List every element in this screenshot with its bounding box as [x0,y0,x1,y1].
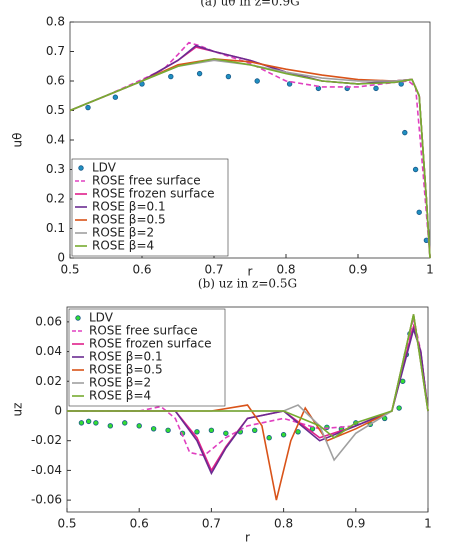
data-line [67,317,429,457]
y-tick-label: 0.5 [46,103,65,117]
x-tick-label: 0.5 [60,263,79,277]
data-point [196,70,203,77]
x-tick-label: 0.9 [346,517,365,531]
legend [68,308,226,407]
data-line [69,41,431,259]
legend-label: LDV [92,161,117,175]
data-point [286,81,293,87]
y-tick-label: 0.04 [35,344,62,358]
data-point [168,73,174,80]
data-point [266,435,272,441]
data-point [150,426,157,432]
x-tick-label: 1 [426,263,434,277]
x-tick-label: 0.6 [130,517,149,531]
legend-label: ROSE β=2 [89,376,151,390]
x-tick-label: 0.7 [204,263,223,277]
data-point [396,405,402,411]
x-tick-label: 0.8 [274,517,293,531]
y-tick-label: 0.6 [46,74,65,88]
data-point [107,423,114,429]
x-tick-label: 0.5 [57,517,76,531]
x-tick-label: 0.9 [348,263,367,277]
data-point [165,427,171,433]
chart-title: (b) uz in z=0.5G [198,277,297,291]
legend-label: ROSE β=0.5 [92,213,166,227]
y-tick-label: 0 [54,403,62,417]
data-point [373,85,379,92]
legend-label: ROSE β=0.1 [89,350,163,364]
data-point [85,104,91,111]
legend-label: ROSE frozen surface [89,337,211,351]
y-tick-label: 0.7 [46,44,65,58]
legend-label: ROSE frozen surface [92,187,214,201]
legend-label: ROSE free surface [89,324,198,338]
x-tick-label: 1 [424,517,432,531]
y-tick-label: 0.2 [46,192,65,206]
data-point [194,429,200,435]
y-tick-label: -0.04 [31,463,62,477]
data-point [412,166,419,173]
data-point [400,378,406,384]
y-tick-label: 0.1 [46,221,65,235]
legend-label: ROSE β=4 [89,389,151,403]
y-tick-label: 0.06 [35,314,62,328]
data-point [254,78,260,84]
legend-label: ROSE β=0.1 [92,200,166,214]
data-point [112,94,119,100]
y-tick-label: -0.06 [31,493,62,507]
data-point [122,420,128,426]
data-point [93,420,99,426]
data-point [280,432,287,438]
y-tick-label: 0.3 [46,162,65,176]
chart-title: (a) uθ in z=0.9G [200,0,300,9]
y-axis-label: uz [11,403,25,417]
y-tick-label: 0.4 [46,133,65,147]
x-tick-label: 0.7 [202,517,221,531]
legend-marker [78,165,84,171]
data-point [295,429,301,435]
data-line [67,314,429,439]
x-axis-label: r [245,531,250,545]
data-point [252,427,258,433]
data-point [208,427,215,433]
legend-label: ROSE free surface [92,174,201,188]
data-point [416,209,422,215]
data-point [85,418,92,425]
legend-label: ROSE β=0.5 [89,363,163,377]
x-tick-label: 0.8 [276,263,295,277]
data-point [402,129,408,136]
y-tick-label: 0 [57,251,65,265]
data-line [69,58,431,259]
data-point [78,420,85,426]
legend-label: ROSE β=4 [92,239,154,253]
data-point [223,430,229,436]
y-tick-label: 0.8 [46,15,65,29]
data-point [225,73,232,80]
legend-label: LDV [89,311,114,325]
y-axis-label: uθ [11,133,25,148]
x-axis-label: r [248,265,253,279]
y-tick-label: 0.02 [35,374,62,388]
x-tick-label: 0.6 [132,263,151,277]
data-point [136,423,142,429]
legend [71,158,229,257]
y-tick-label: -0.02 [31,433,62,447]
legend-marker [75,315,81,321]
legend-label: ROSE β=2 [92,226,154,240]
